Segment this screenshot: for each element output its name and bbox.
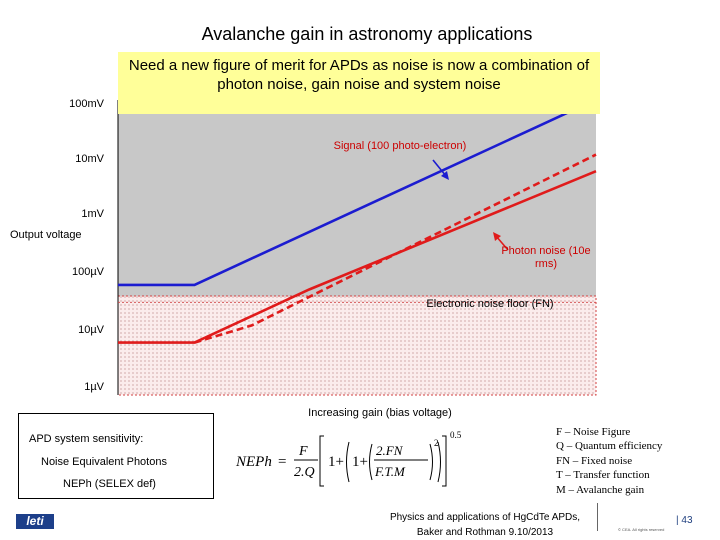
svg-text:=: = [278, 454, 286, 470]
definition-item: M – Avalanche gain [556, 483, 645, 496]
y-tick-label: 1mV [81, 208, 104, 220]
y-tick-label: 1µV [84, 381, 104, 393]
sensitivity-definition: NEPh (SELEX def) [63, 478, 156, 490]
svg-text:F: F [298, 444, 308, 459]
leti-logo: leti [16, 514, 54, 529]
definition-item: T – Transfer function [556, 469, 650, 482]
definition-item: FN – Fixed noise [556, 454, 633, 467]
sensitivity-box: APD system sensitivity: Noise Equivalent… [18, 413, 214, 499]
photon-noise-dashed-line [194, 153, 597, 344]
copyright-text: © CEA. All rights reserved [618, 527, 665, 532]
svg-text:1+: 1+ [328, 454, 344, 470]
page-number: | 43 [676, 515, 693, 526]
svg-text:1+: 1+ [352, 454, 368, 470]
slide-title: Avalanche gain in astronomy applications [201, 24, 533, 44]
photon-noise-line [118, 169, 597, 344]
noise-floor-region [117, 295, 597, 396]
sensitivity-heading: APD system sensitivity: [29, 433, 144, 445]
footer-divider [597, 503, 598, 531]
definition-item: F – Noise Figure [556, 426, 631, 438]
svg-text:F.T.M: F.T.M [374, 464, 406, 479]
signal-line [118, 98, 597, 287]
svg-text:2.FN: 2.FN [376, 443, 404, 458]
definition-item: Q – Quantum efficiency [556, 440, 663, 453]
photon-noise-label: Photon noise (10e rms) [501, 245, 591, 270]
signal-label: Signal (100 photo-electron) [333, 140, 467, 152]
y-tick-label: 100µV [71, 266, 104, 278]
noise-floor-label: Electronic noise floor (FN) [426, 298, 554, 310]
neph-formula: NEPh = F 2.Q 1+ 1+ 2.FN F.T.M 2 0.5 [235, 430, 462, 487]
svg-text:2.Q: 2.Q [294, 465, 315, 480]
callout-text: Need a new figure of merit for APDs as n… [128, 57, 590, 93]
svg-text:NEPh: NEPh [235, 454, 272, 470]
y-axis-title: Output voltage [10, 229, 82, 241]
y-tick-label: 100mV [69, 98, 104, 110]
sensitivity-subheading: Noise Equivalent Photons [41, 456, 167, 468]
signal-arrow [432, 159, 447, 177]
footer-reference: Physics and applications of HgCdTe APDs,… [380, 510, 590, 540]
y-tick-label: 10µV [78, 324, 104, 336]
y-tick-label: 10mV [75, 153, 104, 165]
definitions-list: F – Noise Figure Q – Quantum efficiency … [556, 425, 662, 497]
svg-text:0.5: 0.5 [450, 430, 462, 440]
callout-box [118, 52, 600, 114]
svg-text:2: 2 [434, 438, 439, 448]
footer-line2: Baker and Rothman 9.10/2013 [416, 527, 554, 538]
x-axis-title: Increasing gain (bias voltage) [308, 407, 452, 419]
footer-line1: Physics and applications of HgCdTe APDs, [389, 512, 581, 523]
